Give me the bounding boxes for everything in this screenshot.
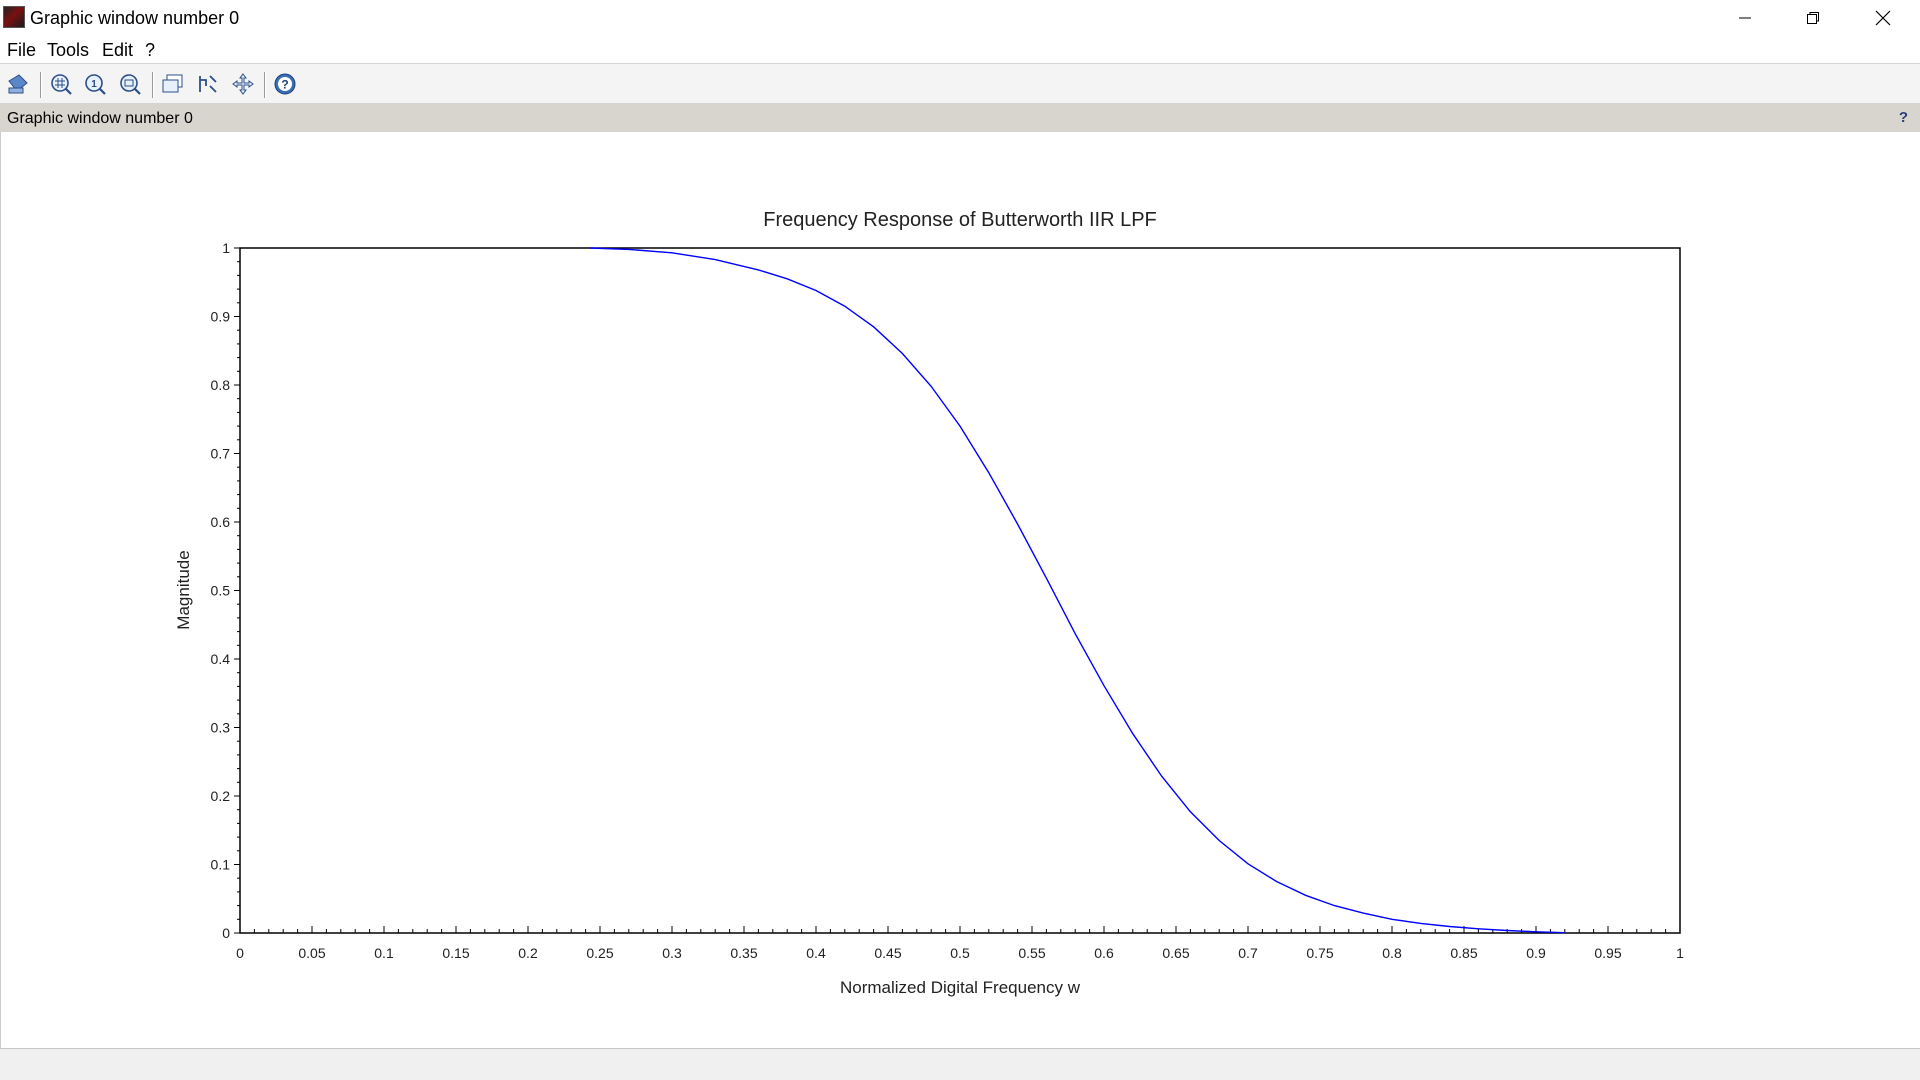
close-icon (1875, 10, 1891, 26)
x-tick-label: 0.1 (374, 945, 394, 961)
menu-file[interactable]: File (7, 40, 37, 60)
x-tick-label: 0.2 (518, 945, 538, 961)
zoom-in-icon: 1 (85, 74, 106, 95)
zoom-out-icon (120, 74, 141, 95)
x-tick-label: 0.3 (662, 945, 682, 961)
restore-icon (1807, 12, 1819, 24)
figure-info-bar: Graphic window number 0 ? (0, 104, 1920, 132)
x-tick-label: 0.75 (1306, 945, 1333, 961)
y-tick-label: 0.9 (211, 309, 231, 325)
help-button[interactable]: ? (271, 70, 299, 98)
x-tick-label: 0.6 (1094, 945, 1114, 961)
datatip-icon (8, 74, 28, 94)
plot-canvas[interactable]: Frequency Response of Butterworth IIR LP… (0, 132, 1920, 1048)
x-tick-label: 0.65 (1162, 945, 1189, 961)
menu-tools[interactable]: Tools (47, 40, 90, 60)
new-window-icon (162, 74, 183, 93)
scilab-app-icon (3, 6, 25, 28)
menu-edit[interactable]: Edit (102, 40, 134, 60)
x-tick-label: 0.7 (1238, 945, 1258, 961)
y-tick-label: 0 (222, 925, 230, 941)
pan-button[interactable] (229, 70, 257, 98)
rotate-button[interactable] (194, 70, 222, 98)
x-tick-label: 0.95 (1594, 945, 1621, 961)
chart-svg: Frequency Response of Butterworth IIR LP… (174, 209, 1685, 997)
y-tick-label: 0.5 (211, 583, 231, 599)
x-tick-label: 0.5 (950, 945, 970, 961)
rotate-icon (199, 75, 217, 93)
y-tick-label: 0.2 (211, 788, 231, 804)
help-icon: ? (274, 73, 296, 95)
status-bar (0, 1048, 1920, 1080)
y-tick-label: 0.4 (211, 651, 231, 667)
minimize-button[interactable] (1710, 0, 1780, 36)
x-tick-label: 0.85 (1450, 945, 1477, 961)
axes-box (239, 247, 1681, 934)
infobar-help-icon[interactable]: ? (1898, 109, 1908, 126)
x-tick-label: 0.45 (874, 945, 901, 961)
svg-text:1: 1 (91, 79, 97, 90)
y-axis-label: Magnitude (174, 550, 193, 629)
toolbar: 1 ? (0, 64, 1920, 104)
chart-title: Frequency Response of Butterworth IIR LP… (763, 209, 1157, 231)
zoom-grid-icon (51, 74, 72, 95)
x-tick-label: 0.25 (586, 945, 613, 961)
x-tick-label: 0.8 (1382, 945, 1402, 961)
y-tick-label: 0.7 (211, 446, 231, 462)
pan-icon (232, 73, 254, 95)
x-tick-label: 0.15 (442, 945, 469, 961)
figure-name-label: Graphic window number 0 (7, 110, 193, 127)
x-tick-label: 0.55 (1018, 945, 1045, 961)
x-axis-label: Normalized Digital Frequency w (840, 978, 1081, 997)
title-bar: Graphic window number 0 (0, 0, 1920, 36)
y-tick-label: 0.3 (211, 720, 231, 736)
x-tick-label: 0.9 (1526, 945, 1546, 961)
restore-button[interactable] (1778, 0, 1848, 36)
new-window-button[interactable] (159, 70, 187, 98)
y-tick-label: 0.1 (211, 857, 231, 873)
window-title: Graphic window number 0 (30, 8, 240, 28)
menu-bar: File Tools Edit ? (0, 36, 1920, 64)
x-tick-label: 0.4 (806, 945, 826, 961)
svg-text:?: ? (281, 78, 288, 92)
zoom-out-button[interactable] (116, 70, 144, 98)
axis-ticks: 0 0.05 0.1 0.15 0.2 0.25 0.3 0.35 0.4 0.45 0.5 0.55… (211, 240, 1685, 961)
x-tick-label: 0.05 (298, 945, 325, 961)
zoom-in-button[interactable]: 1 (81, 70, 109, 98)
minimize-icon (1739, 17, 1751, 19)
y-tick-label: 1 (222, 240, 230, 256)
y-tick-label: 0.6 (211, 514, 231, 530)
magnitude-curve (589, 247, 1565, 934)
close-button[interactable] (1848, 0, 1918, 36)
x-tick-label: 0.35 (730, 945, 757, 961)
y-tick-label: 0.8 (211, 377, 231, 393)
menu-help[interactable]: ? (145, 40, 156, 60)
x-tick-label: 1 (1676, 945, 1684, 961)
datatip-button[interactable] (4, 70, 32, 98)
zoom-grid-button[interactable] (47, 70, 75, 98)
x-tick-label: 0 (236, 945, 244, 961)
